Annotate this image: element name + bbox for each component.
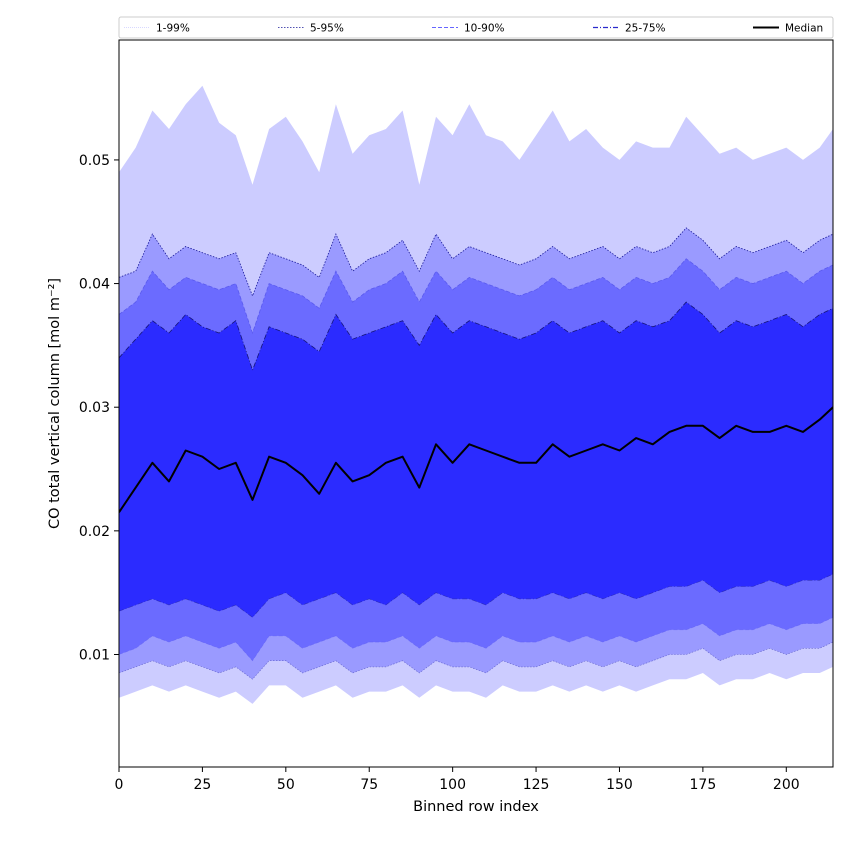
x-tick-label: 150 [606, 777, 633, 793]
band-layer [119, 85, 833, 704]
x-tick-label: 200 [773, 777, 800, 793]
y-tick-label: 0.02 [79, 524, 110, 540]
plot-area [119, 85, 833, 704]
y-tick-label: 0.04 [79, 277, 110, 293]
x-axis-label: Binned row index [413, 799, 539, 815]
axes-frame [118, 39, 834, 768]
legend-label: Median [785, 23, 823, 35]
band-lower-edge [119, 573, 833, 618]
x-tick-label: 0 [115, 777, 124, 793]
x-tick-label: 75 [360, 777, 378, 793]
legend-label: 10-90% [464, 23, 505, 35]
y-axis-label: CO total vertical column [mol m⁻²] [47, 278, 63, 529]
legend: 1-99% 5-95% 10-90% 25-75% Median [118, 16, 834, 39]
x-axis-ticks: 0 25 50 75 100 125 150 175 200 [115, 767, 800, 793]
band-upper-edge [119, 258, 833, 335]
y-tick-label: 0.01 [79, 647, 110, 663]
x-tick-label: 25 [193, 777, 211, 793]
band-25-75pct [119, 302, 833, 618]
x-tick-label: 175 [690, 777, 717, 793]
line-layer [119, 227, 833, 680]
y-tick-label: 0.05 [79, 153, 110, 169]
legend-label: 25-75% [625, 23, 666, 35]
x-tick-label: 100 [439, 777, 466, 793]
y-tick-label: 0.03 [79, 400, 110, 416]
legend-label: 1-99% [156, 23, 190, 35]
band-upper-edge [119, 301, 833, 372]
x-tick-label: 125 [523, 777, 550, 793]
legend-label: 5-95% [310, 23, 344, 35]
median-line [119, 406, 833, 513]
x-tick-label: 50 [277, 777, 295, 793]
legend-box [118, 16, 834, 39]
y-axis-ticks: 0.01 0.02 0.03 0.04 0.05 [79, 153, 119, 663]
